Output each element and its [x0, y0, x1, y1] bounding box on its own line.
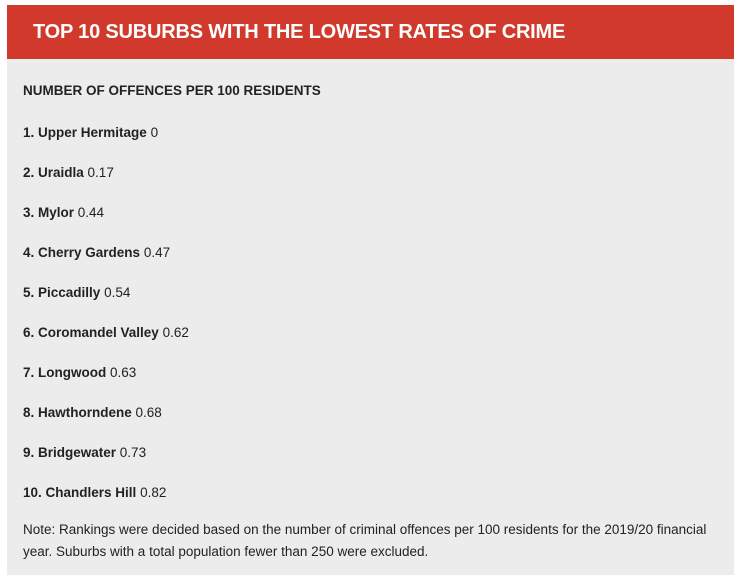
list-item: 8. Hawthorndene 0.68: [23, 405, 718, 445]
offence-rate: 0.82: [140, 485, 167, 500]
suburb-name: 3. Mylor: [23, 205, 75, 220]
offence-rate: 0.54: [104, 285, 131, 300]
list-item: 9. Bridgewater 0.73: [23, 445, 718, 485]
list-item: 7. Longwood 0.63: [23, 365, 718, 405]
suburb-list: 1. Upper Hermitage 0 2. Uraidla 0.17 3. …: [23, 125, 718, 525]
offence-rate: 0.73: [119, 445, 147, 460]
offence-rate: 0: [150, 125, 159, 140]
suburb-name: 8. Hawthorndene: [23, 405, 132, 420]
offence-rate: 0.47: [143, 245, 171, 260]
offence-rate: 0.63: [110, 365, 137, 380]
offence-rate: 0.62: [162, 325, 189, 340]
subheading: NUMBER OF OFFENCES PER 100 RESIDENTS: [23, 83, 321, 98]
suburb-name: 4. Cherry Gardens: [23, 245, 141, 260]
card-body: NUMBER OF OFFENCES PER 100 RESIDENTS 1. …: [7, 59, 734, 563]
list-item: 4. Cherry Gardens 0.47: [23, 245, 718, 285]
suburb-name: 1. Upper Hermitage: [23, 125, 147, 140]
suburb-name: 7. Longwood: [23, 365, 107, 380]
list-item: 3. Mylor 0.44: [23, 205, 718, 245]
footnote: Note: Rankings were decided based on the…: [23, 522, 707, 559]
offence-rate: 0.44: [77, 205, 105, 220]
card-title: TOP 10 SUBURBS WITH THE LOWEST RATES OF …: [33, 20, 566, 43]
suburb-name: 5. Piccadilly: [23, 285, 101, 300]
list-item: 5. Piccadilly 0.54: [23, 285, 718, 325]
suburb-name: 10. Chandlers Hill: [23, 485, 137, 500]
crime-rank-card: TOP 10 SUBURBS WITH THE LOWEST RATES OF …: [7, 5, 734, 575]
suburb-name: 2. Uraidla: [23, 165, 84, 180]
suburb-name: 6. Coromandel Valley: [23, 325, 159, 340]
list-item: 10. Chandlers Hill 0.82: [23, 485, 718, 525]
list-item: 1. Upper Hermitage 0: [23, 125, 718, 165]
offence-rate: 0.17: [87, 165, 114, 180]
list-item: 6. Coromandel Valley 0.62: [23, 325, 718, 365]
list-item: 2. Uraidla 0.17: [23, 165, 718, 205]
card-header: TOP 10 SUBURBS WITH THE LOWEST RATES OF …: [7, 5, 734, 59]
suburb-name: 9. Bridgewater: [23, 445, 117, 460]
offence-rate: 0.68: [135, 405, 162, 420]
